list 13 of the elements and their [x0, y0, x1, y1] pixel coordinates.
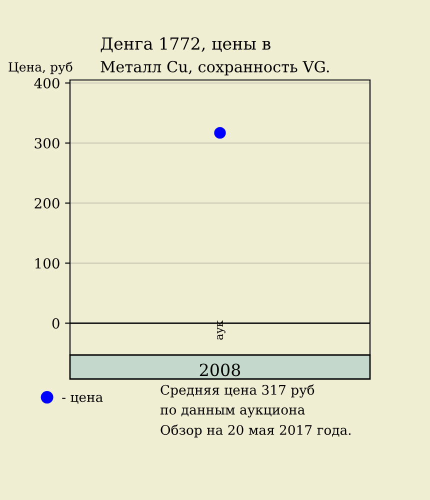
- chart-subtitle: Металл Cu, сохранность VG.: [100, 60, 329, 76]
- y-tick-label: 200: [34, 198, 60, 209]
- y-tick-label: 0: [52, 318, 60, 329]
- legend-label: - цена: [62, 394, 103, 404]
- text: по данным аукциона: [160, 407, 305, 418]
- y-tick-label: 400: [34, 78, 60, 88]
- y-tick-label: 100: [35, 258, 60, 269]
- y-axis-title: Цена, руб: [8, 62, 72, 74]
- text: Обзор на 20 мая 2017 года.: [160, 424, 351, 438]
- y-tick-label: 300: [34, 138, 60, 149]
- text: Средняя цена 317 руб: [160, 384, 314, 398]
- x-tick-label: 2008: [200, 364, 240, 376]
- chart-title: Денга 1772, цены в: [100, 37, 270, 52]
